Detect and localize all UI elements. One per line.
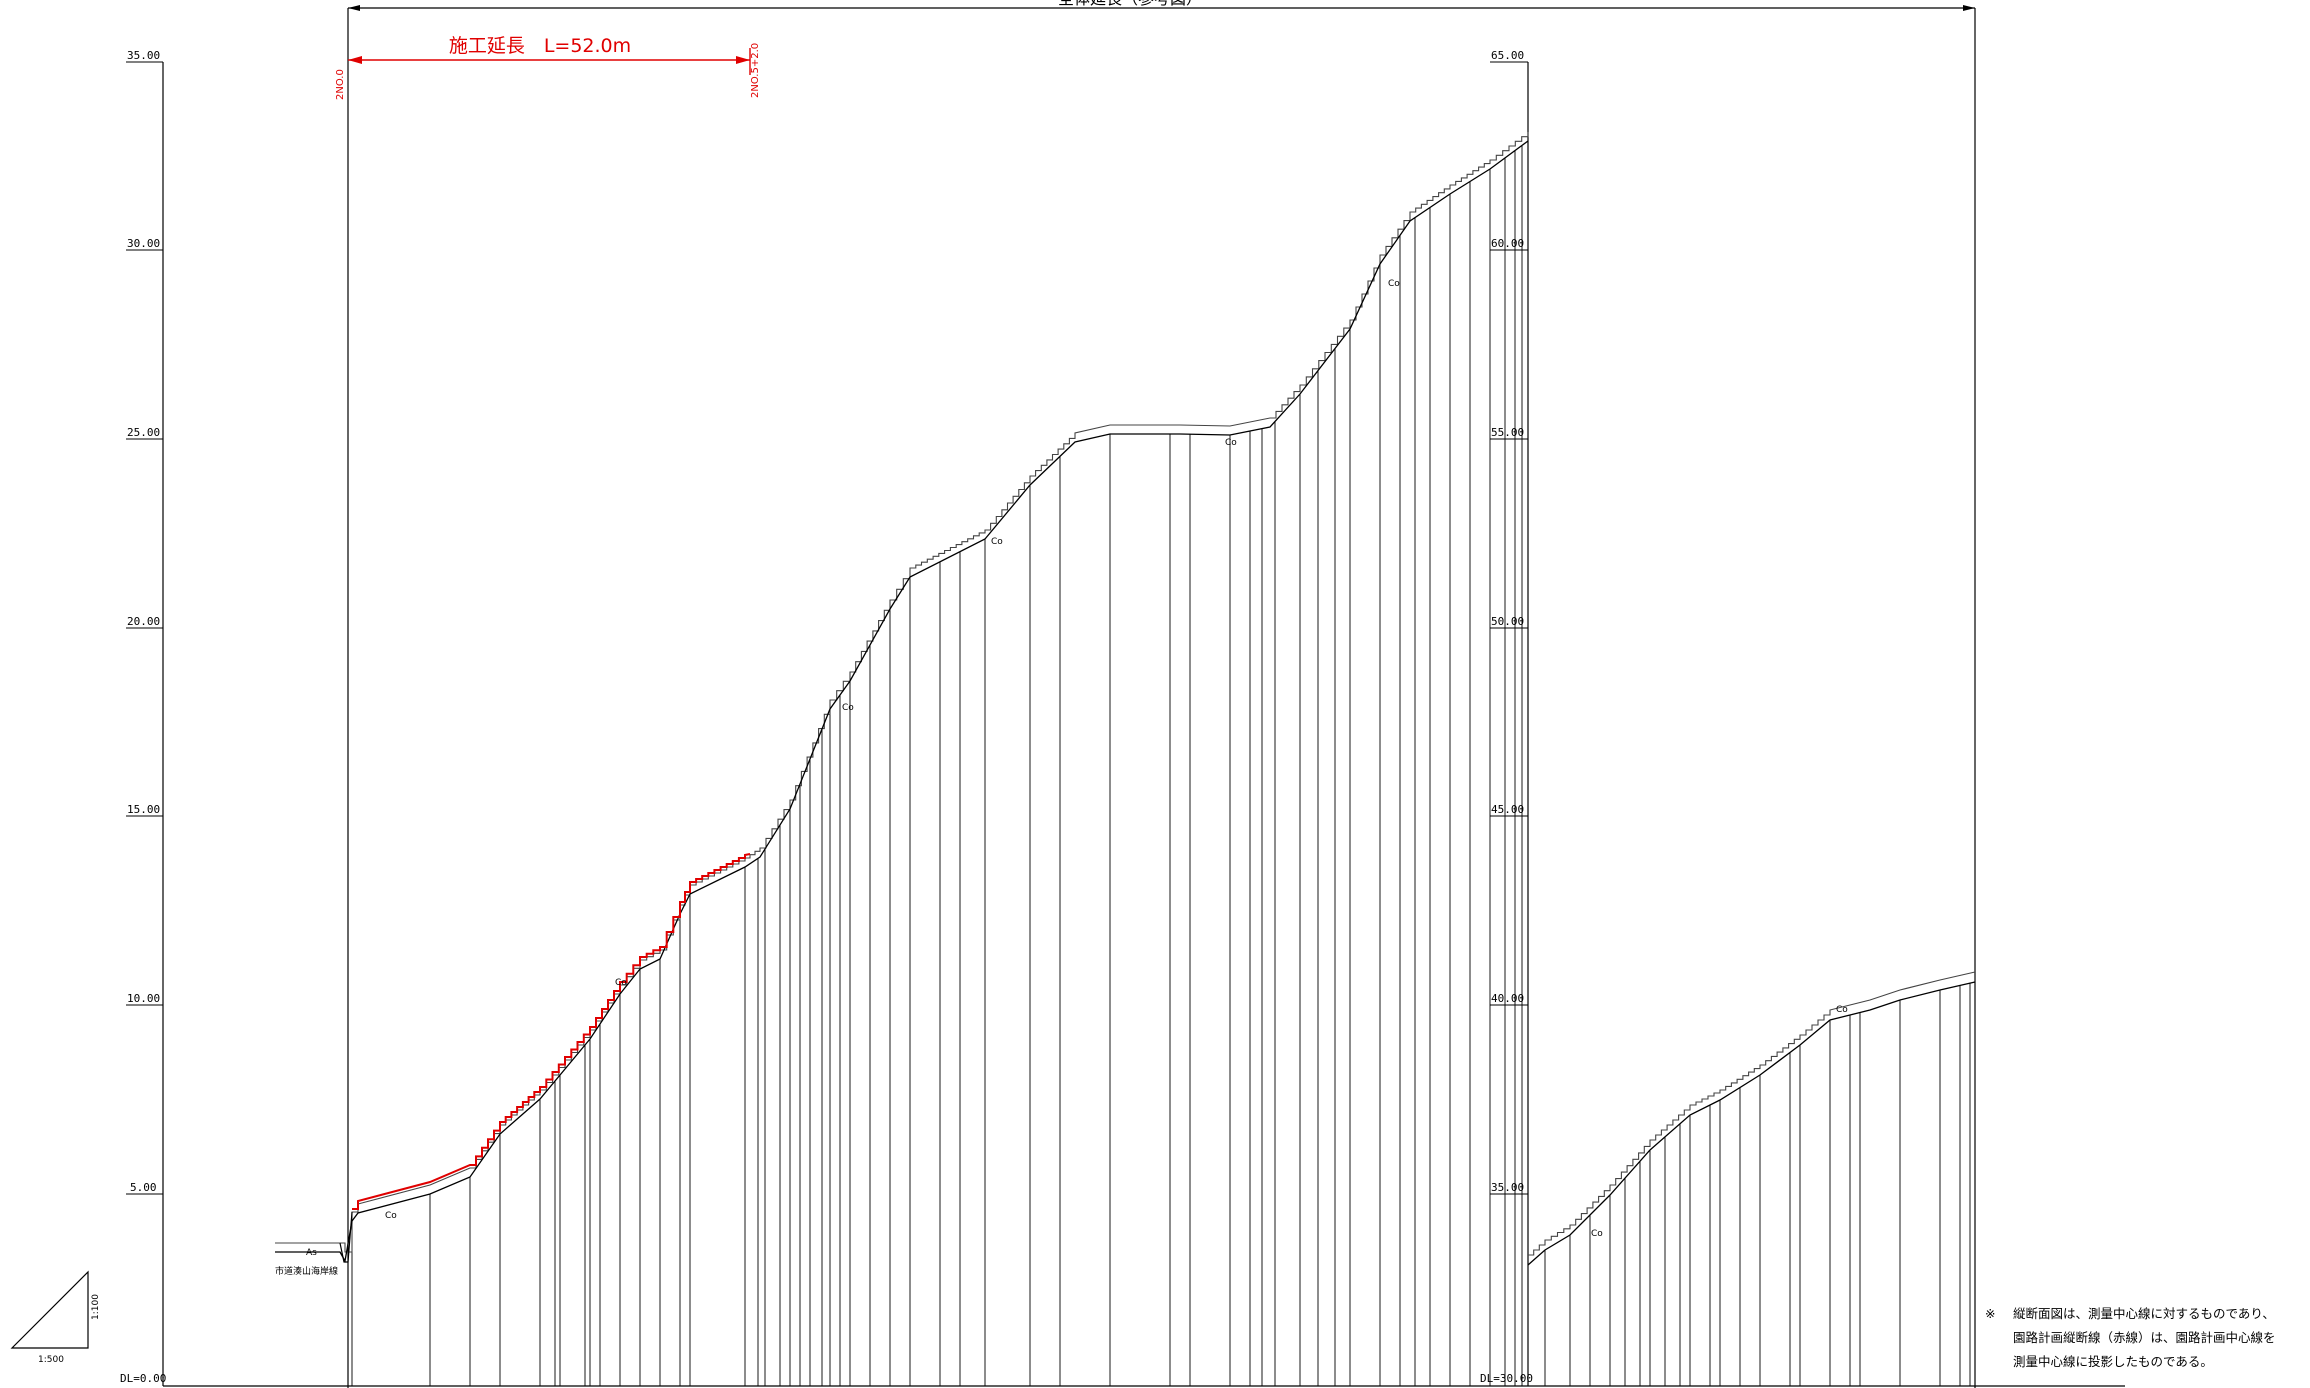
ground-profile-right xyxy=(1527,981,1976,1266)
left-datum-label: DL=0.00 xyxy=(120,1372,166,1385)
axis-tick-label: 10.00 xyxy=(127,992,160,1005)
road-name-label: 市道湊山海岸線 xyxy=(275,1265,338,1277)
start-station-label: 2NO.0 xyxy=(335,69,346,100)
station-lines xyxy=(351,145,1971,1386)
end-station-label: 2NO.5+2.0 xyxy=(750,43,761,98)
surface-profile-right xyxy=(1528,971,1976,1256)
overall-length-dimension: 全体延長（参考図） xyxy=(347,0,1976,1388)
construction-length-label: 施工延長 L=52.0m xyxy=(449,35,631,57)
surface-profile-left xyxy=(275,132,1529,1253)
axis-tick-label: 20.00 xyxy=(127,615,160,628)
axis-tick-label: 35.00 xyxy=(1491,1181,1524,1194)
concrete-label: Co xyxy=(1225,438,1237,448)
axis-tick-label: 45.00 xyxy=(1491,803,1524,816)
axis-tick-label: 40.00 xyxy=(1491,992,1524,1005)
axis-tick-label: 35.00 xyxy=(127,49,160,62)
right-elevation-axis: 65.00 60.00 55.00 50.00 45.00 40.00 35.0… xyxy=(1480,49,1533,1386)
axis-tick: 5.00 xyxy=(126,1181,163,1195)
axis-tick: 10.00 xyxy=(126,992,163,1006)
concrete-label: Co xyxy=(385,1211,397,1221)
axis-tick: 35.00 xyxy=(126,49,163,63)
axis-tick: 15.00 xyxy=(126,803,163,817)
axis-tick-label: 65.00 xyxy=(1491,49,1524,62)
axis-tick-label: 15.00 xyxy=(127,803,160,816)
vertical-scale-label: 1:100 xyxy=(91,1294,101,1320)
overall-length-title: 全体延長（参考図） xyxy=(1058,0,1202,8)
axis-tick: 65.00 xyxy=(1490,49,1528,63)
ground-profiles xyxy=(275,132,1976,1266)
horizontal-scale-label: 1:500 xyxy=(38,1355,64,1365)
axis-tick: 20.00 xyxy=(126,615,163,629)
axis-tick-label: 50.00 xyxy=(1491,615,1524,628)
concrete-label: Co xyxy=(842,703,854,713)
drawing-note: ※ 縦断面図は、測量中心線に対するものであり、 園路計画縦断線（赤線）は、園路計… xyxy=(1985,1306,2276,1369)
scale-triangle: 1:100 1:500 xyxy=(10,1270,101,1365)
roadside-ditch xyxy=(339,1211,353,1263)
axis-tick: 30.00 xyxy=(126,237,163,251)
axis-tick-label: 60.00 xyxy=(1491,237,1524,250)
note-mark: ※ xyxy=(1985,1306,1995,1321)
note-line: 縦断面図は、測量中心線に対するものであり、 xyxy=(2013,1306,2275,1321)
axis-tick: 25.00 xyxy=(126,426,163,440)
axis-tick-label: 5.00 xyxy=(130,1181,157,1194)
axis-tick-label: 55.00 xyxy=(1491,426,1524,439)
concrete-label: Co xyxy=(615,978,627,988)
plan-profile-path xyxy=(352,853,751,1210)
axis-tick-label: 25.00 xyxy=(127,426,160,439)
asphalt-label: As xyxy=(306,1248,317,1258)
axis-tick-label: 30.00 xyxy=(127,237,160,250)
left-elevation-axis: 35.00 30.00 25.00 20.00 15.00 10.00 5.00… xyxy=(120,49,166,1386)
plan-profile-line xyxy=(352,853,751,1210)
right-datum-label: DL=30.00 xyxy=(1480,1372,1533,1385)
note-line: 測量中心線に投影したものである。 xyxy=(2013,1354,2213,1369)
concrete-label: Co xyxy=(1836,1005,1848,1015)
concrete-label: Co xyxy=(991,537,1003,547)
material-labels: As Co Co Co Co Co Co Co Co 市道湊山海岸線 xyxy=(275,279,1848,1277)
concrete-label: Co xyxy=(1591,1229,1603,1239)
note-line: 園路計画縦断線（赤線）は、園路計画中心線を xyxy=(2013,1330,2276,1345)
construction-length-dimension: 施工延長 L=52.0m 2NO.0 2NO.5+2.0 xyxy=(335,35,761,100)
concrete-label: Co xyxy=(1388,279,1400,289)
ground-profile-left xyxy=(275,140,1529,1263)
